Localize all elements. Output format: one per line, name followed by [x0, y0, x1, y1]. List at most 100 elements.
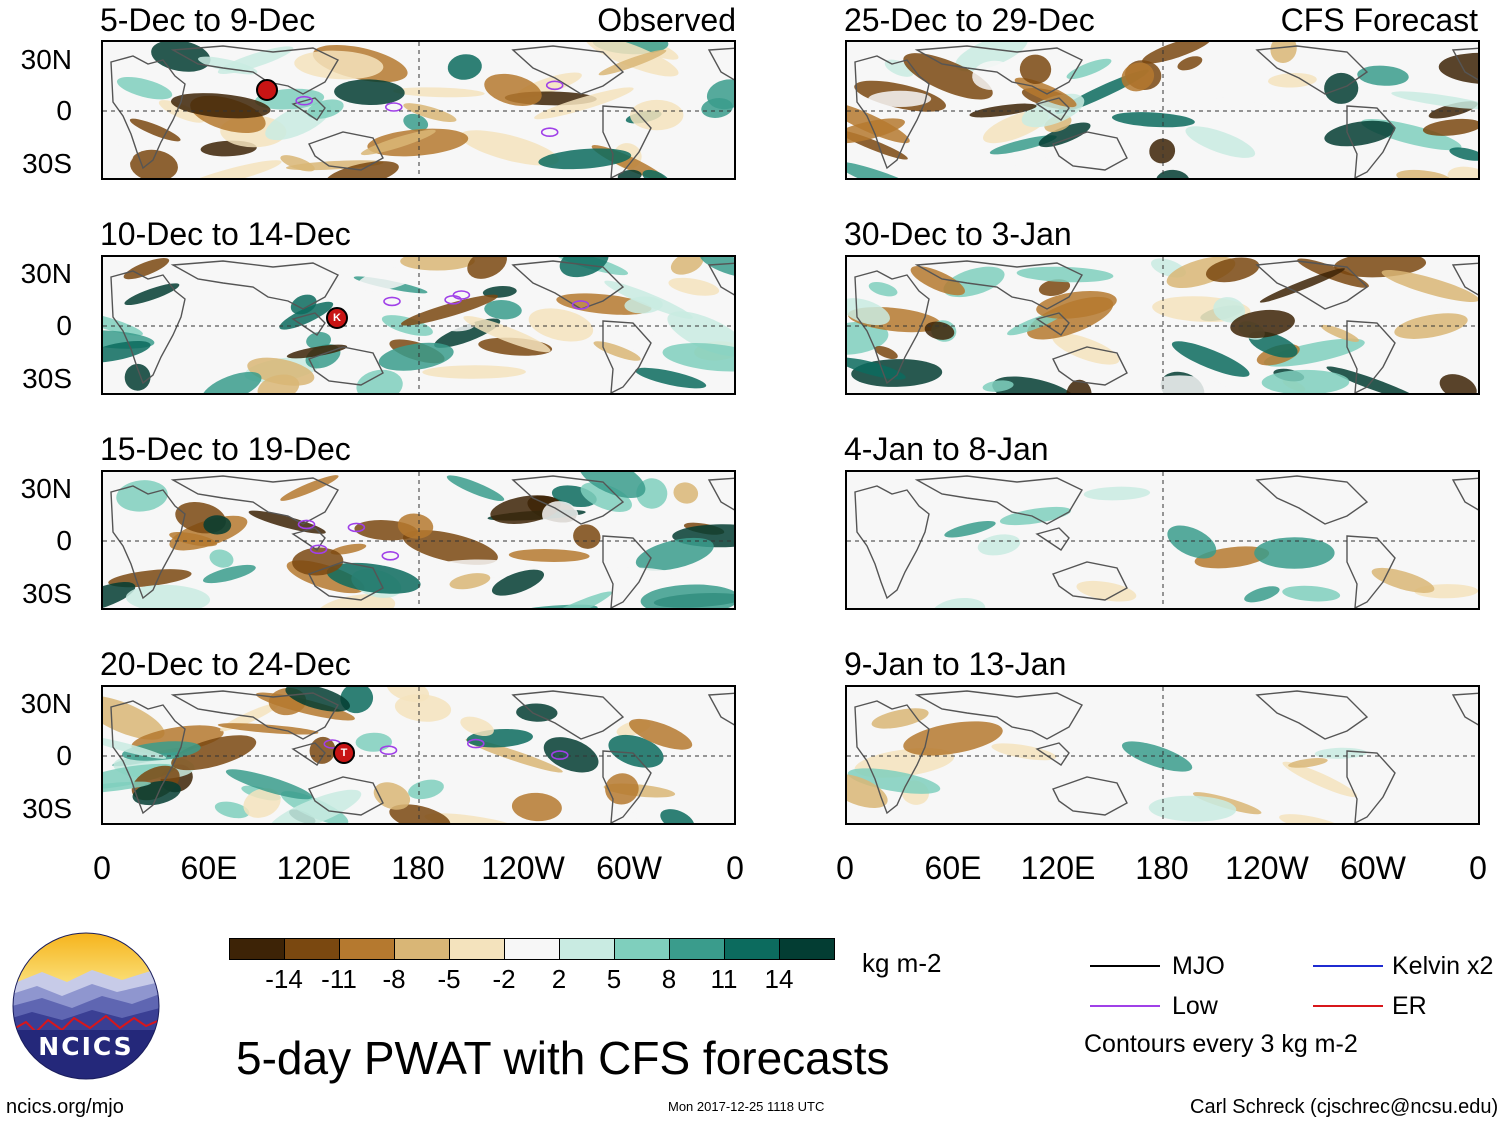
- anomaly-blob: [1121, 741, 1193, 772]
- anomaly-blob: [292, 547, 344, 576]
- legend-kelvin-line: [1313, 965, 1383, 967]
- coastline: [308, 131, 384, 171]
- anomaly-blob: [1185, 126, 1256, 158]
- anomaly-blob: [171, 735, 257, 771]
- anomaly-blob: [181, 160, 282, 178]
- coastline: [1346, 105, 1396, 178]
- anomaly-blob: [847, 773, 888, 809]
- coastline: [707, 47, 734, 81]
- colorbar-label: 11: [710, 964, 738, 994]
- coastline: [602, 535, 652, 608]
- anomaly-blob: [433, 559, 536, 578]
- observed-label: Observed: [597, 2, 736, 38]
- anomaly-blob: [1036, 291, 1117, 319]
- anomaly-blob: [1270, 42, 1297, 64]
- anomaly-blob: [1121, 62, 1155, 92]
- panel-title-2: 10-Dec to 14-Dec: [100, 216, 351, 252]
- coastline: [1035, 742, 1070, 766]
- legend-low-line: [1090, 1005, 1160, 1007]
- anomaly-blob: [1391, 91, 1478, 110]
- anomaly-blob: [624, 296, 663, 314]
- colorbar-swatch: [339, 938, 395, 960]
- anomaly-blob: [389, 804, 451, 823]
- timestamp: Mon 2017-12-25 1118 UTC: [668, 1099, 825, 1114]
- anomaly-blob: [103, 340, 151, 363]
- coastline: [602, 105, 652, 178]
- lon-label-left-120w: 120W: [481, 850, 565, 886]
- anomaly-blob: [1320, 324, 1360, 342]
- anomaly-blob: [573, 524, 601, 549]
- anomaly-blob: [158, 100, 205, 123]
- lon-label-right-180: 180: [1135, 850, 1189, 886]
- anomaly-blob: [1167, 525, 1217, 559]
- coastline: [170, 260, 339, 310]
- lon-label-right-0b: 0: [1469, 850, 1487, 886]
- low-contour: [309, 544, 328, 555]
- anomaly-blob: [847, 321, 889, 355]
- legend-er-line: [1313, 1005, 1383, 1007]
- anomaly-blob: [611, 567, 679, 579]
- coastline: [308, 346, 384, 386]
- coastline: [1451, 477, 1478, 511]
- low-contour: [384, 102, 403, 112]
- coastline: [291, 527, 326, 551]
- pwat-anomaly-field: [103, 687, 734, 823]
- lat-label-0-3: 0: [56, 525, 72, 556]
- lat-label-30s-4: 30S: [22, 793, 72, 824]
- anomaly-blob: [403, 113, 429, 132]
- anomaly-blob: [660, 809, 695, 823]
- anomaly-blob: [1282, 761, 1358, 798]
- coastline: [1255, 45, 1369, 95]
- coastline: [1451, 262, 1478, 296]
- legend-kelvin-label: Kelvin x2: [1392, 952, 1494, 980]
- anomaly-blob: [1205, 257, 1260, 283]
- anomaly-blob: [286, 344, 348, 359]
- coastline: [602, 750, 652, 823]
- anomaly-blob: [171, 93, 271, 119]
- legend-mjo-line: [1090, 965, 1160, 967]
- anomaly-blob: [449, 573, 491, 590]
- anomaly-blob: [706, 79, 734, 110]
- lon-label-left-0b: 0: [726, 850, 744, 886]
- colorbar-swatch: [504, 938, 560, 960]
- storm-marker-icon: [256, 79, 278, 101]
- panel-title-4: 20-Dec to 24-Dec: [100, 646, 351, 682]
- anomaly-blob: [306, 99, 344, 119]
- coastline: [511, 260, 625, 310]
- anomaly-blob: [598, 49, 667, 76]
- website-link[interactable]: ncics.org/mjo: [6, 1096, 124, 1118]
- anomaly-blob: [992, 376, 1078, 393]
- lat-label-30s-3: 30S: [22, 578, 72, 609]
- coastline: [511, 45, 625, 95]
- ncics-logo: NCICS: [12, 932, 160, 1080]
- lon-label-right-120e: 120E: [1020, 850, 1096, 886]
- map-panel-forecast-3: [845, 470, 1480, 610]
- logo-text: NCICS: [38, 1032, 134, 1061]
- coastline: [914, 45, 1083, 95]
- colorbar-swatch: [449, 938, 505, 960]
- anomaly-blob: [543, 737, 599, 773]
- low-contour: [545, 80, 564, 91]
- anomaly-blob: [285, 687, 351, 712]
- colorbar-label: -14: [265, 964, 303, 994]
- anomaly-blob: [132, 780, 181, 806]
- pwat-anomaly-field: [103, 472, 734, 608]
- lat-label-30n-4: 30N: [20, 688, 72, 719]
- coastline: [1255, 475, 1369, 525]
- colorbar-label: 14: [764, 964, 794, 994]
- anomaly-blob: [1230, 309, 1295, 339]
- anomaly-blob: [1052, 333, 1120, 365]
- pwat-anomaly-field: [847, 42, 1478, 178]
- anomaly-blob: [424, 813, 521, 823]
- low-contour: [379, 745, 398, 756]
- anomaly-blob: [446, 475, 505, 502]
- colorbar-swatch: [229, 938, 285, 960]
- coastline: [1052, 131, 1128, 171]
- low-contour: [297, 519, 316, 530]
- anomaly-blob: [578, 472, 646, 499]
- anomaly-blob: [268, 789, 362, 823]
- panel-title-3: 15-Dec to 19-Dec: [100, 431, 351, 467]
- coastline: [1035, 97, 1070, 121]
- map-panel-observed-1: [101, 40, 736, 180]
- coastline: [511, 690, 625, 740]
